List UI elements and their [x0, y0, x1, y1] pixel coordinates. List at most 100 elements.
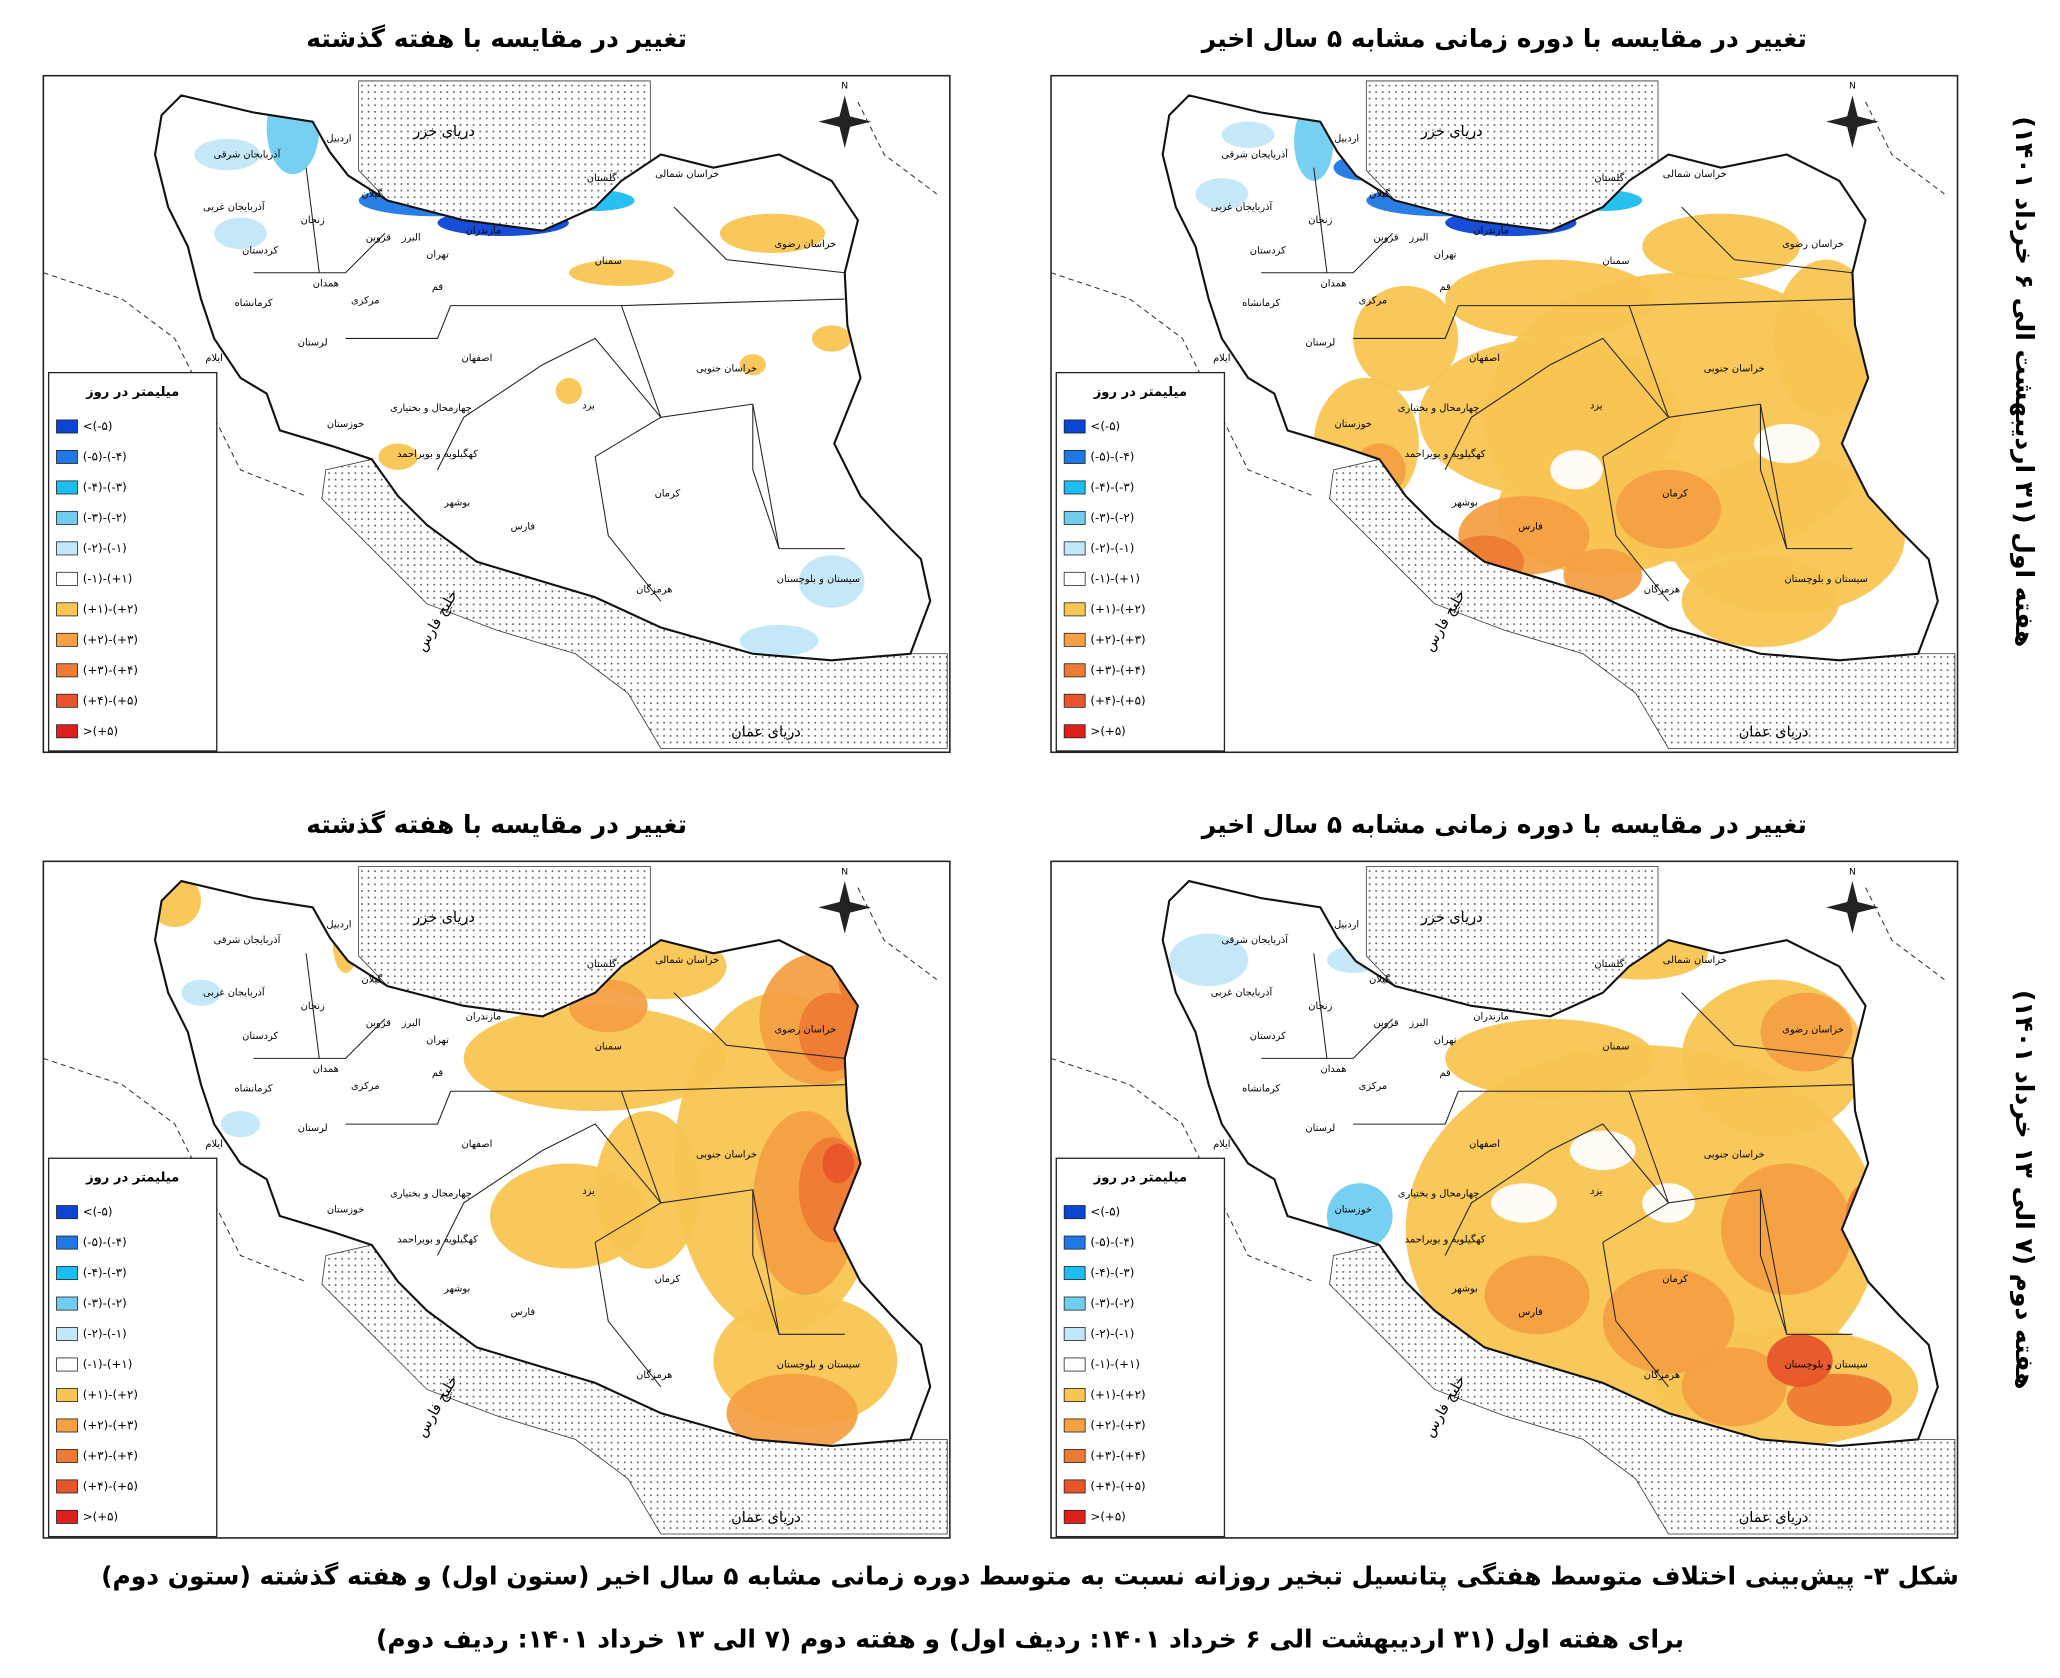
anomaly-area: [1753, 423, 1820, 464]
province-border: [305, 953, 320, 1059]
legend-label: (-۵)-(-۴): [1090, 449, 1134, 463]
anomaly-area: [726, 1373, 858, 1446]
province-label: تهران: [426, 1035, 449, 1046]
province-label: مازندران: [466, 1011, 502, 1022]
province-border: [253, 1018, 386, 1059]
province-border: [594, 1242, 662, 1388]
province-label: فارس: [1518, 1307, 1542, 1318]
province-label: سمنان: [595, 1042, 622, 1053]
province-label: هرمزگان: [636, 1369, 672, 1381]
province-label: کهگیلویه و بویراحمد: [397, 448, 478, 460]
province-label: ایلام: [1213, 353, 1230, 364]
legend-label: >(+۵): [1090, 724, 1125, 738]
neighbor-border: [43, 272, 307, 497]
province-border: [437, 1149, 543, 1256]
anomaly-area: [1445, 1018, 1656, 1098]
province-label: سیستان و بلوچستان: [777, 1360, 860, 1371]
province-label: خراسان شمالی: [1663, 169, 1727, 180]
legend-swatch: [1063, 1448, 1086, 1463]
province-label: بوشهر: [443, 1283, 470, 1294]
neighbor-border: [1050, 272, 1314, 497]
legend-label: (+۱)-(+۲): [1090, 1387, 1145, 1401]
province-label: چهارمحال و بختیاری: [390, 1189, 472, 1200]
province-label: کرمان: [655, 1274, 681, 1285]
anomaly-area: [568, 259, 674, 286]
province-label: همدان: [1320, 278, 1346, 289]
province-label: یزد: [1590, 1186, 1603, 1197]
legend-label: (+۳)-(+۴): [83, 663, 138, 677]
province-label: آذربایجان شرقی: [1221, 933, 1289, 946]
legend-swatch: [1063, 1357, 1086, 1372]
province-border: [253, 232, 386, 274]
legend-swatch: [1063, 1235, 1086, 1250]
panel-title: تغییر در مقایسه با دوره زمانی مشابه ۵ سا…: [1200, 24, 1807, 54]
anomaly-area: [181, 979, 221, 1006]
province-label: آذربایجان غربی: [203, 200, 266, 213]
sea-label: دریای خزر: [412, 124, 475, 140]
province-label: چهارمحال و بختیاری: [1398, 1189, 1480, 1200]
panel-title: تغییر در مقایسه با هفته گذشته: [306, 810, 687, 840]
province-label: خراسان جنوبی: [1704, 364, 1765, 375]
anomaly-area: [1786, 1373, 1892, 1427]
legend-swatch: [1063, 449, 1086, 464]
anomaly-area: [1569, 1130, 1636, 1171]
legend-swatch: [56, 724, 78, 739]
anomaly-area: [739, 354, 766, 376]
legend-swatch: [56, 1266, 78, 1281]
legend-label: (+۲)-(+۳): [83, 1418, 138, 1432]
legend-label: (-۴)-(-۳): [1090, 480, 1134, 494]
province-border: [1353, 1091, 1459, 1125]
iran-border: [153, 94, 932, 662]
caption-line: برای هفته اول (۳۱ اردیبهشت الی ۶ خرداد ۱…: [376, 1624, 1684, 1654]
province-label: لرستان: [1305, 337, 1335, 348]
legend-label: (-۴)-(-۳): [83, 1266, 127, 1280]
legend-label: (-۳)-(-۲): [83, 1296, 127, 1310]
legend: میلیمتر در روز <(-۵) (-۵)-(-۴) (-۴)-(-۳) (-۳…: [47, 371, 218, 752]
sea-label: دریای خزر: [1420, 910, 1483, 926]
province-label: کردستان: [242, 1031, 278, 1042]
province-label: اردبیل: [326, 134, 351, 145]
province-label: مازندران: [1473, 1011, 1509, 1022]
compass-label: N: [841, 866, 848, 877]
province-label: مرکزی: [1359, 1081, 1388, 1092]
panel-title: تغییر در مقایسه با دوره زمانی مشابه ۵ سا…: [1200, 810, 1807, 840]
province-label: قم: [1440, 282, 1451, 293]
anomaly-area: [811, 325, 852, 352]
province-label: چهارمحال و بختیاری: [1398, 403, 1480, 414]
province-border: [542, 1123, 662, 1204]
province-label: البرز: [401, 232, 421, 243]
province-label: هرمزگان: [1644, 583, 1680, 595]
province-label: اصفهان: [1469, 353, 1500, 364]
province-label: خراسان جنوبی: [696, 1149, 757, 1160]
province-label: خوزستان: [327, 419, 364, 430]
province-border: [1261, 1018, 1393, 1059]
legend-label: (-۴)-(-۳): [83, 480, 127, 494]
province-label: خوزستان: [327, 1204, 364, 1215]
province-label: خراسان جنوبی: [696, 364, 757, 375]
province-label: چهارمحال و بختیاری: [390, 403, 472, 414]
province-label: زنجان: [301, 1001, 325, 1012]
province-border: [1759, 404, 1788, 549]
legend-swatch: [1063, 1418, 1086, 1433]
anomaly-area: [1195, 178, 1249, 210]
province-label: زنجان: [1308, 1001, 1332, 1012]
province-label: مازندران: [466, 226, 502, 237]
legend-swatch: [56, 1235, 78, 1250]
compass-rose: [1826, 881, 1879, 934]
province-label: تهران: [426, 249, 449, 260]
province-label: کرمان: [1662, 1274, 1688, 1285]
province-label: همدان: [313, 278, 339, 289]
legend-swatch: [1063, 632, 1086, 647]
legend-label: (+۲)-(+۳): [1090, 1418, 1145, 1432]
map-panel: اردبیل آذربایجان شرقی آذربایجان غربی زنجان گ…: [1050, 860, 1959, 1539]
province-label: زنجان: [1308, 215, 1332, 226]
legend-swatch: [1063, 419, 1086, 434]
province-label: زنجان: [301, 215, 325, 226]
province-label: ایلام: [205, 353, 222, 364]
province-label: خراسان جنوبی: [1704, 1149, 1765, 1160]
province-label: سیستان و بلوچستان: [1784, 574, 1867, 585]
anomaly-area: [1615, 469, 1722, 549]
province-label: لرستان: [298, 337, 328, 348]
province-border: [1602, 1202, 1669, 1243]
